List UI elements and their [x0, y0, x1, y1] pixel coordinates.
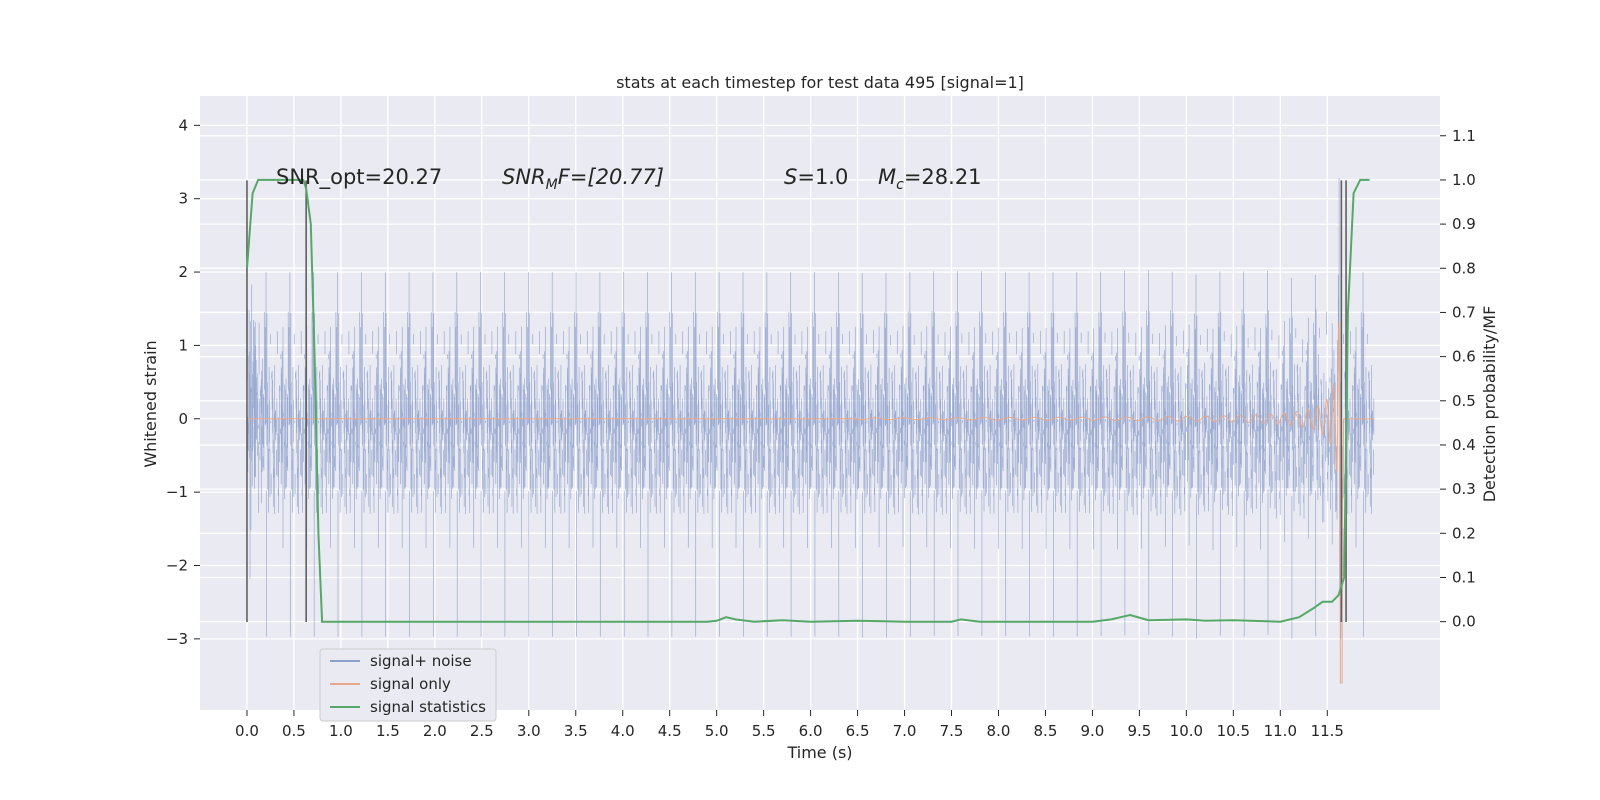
y-tick-label: −3	[166, 630, 188, 648]
legend: signal+ noise signal only signal statist…	[319, 648, 497, 722]
y-tick-label: 0	[178, 410, 188, 428]
y-right-tick-label: 0.3	[1452, 480, 1476, 498]
x-tick-label: 3.5	[564, 722, 588, 740]
y-right-tick-label: 0.8	[1452, 259, 1476, 277]
x-tick-label: 6.5	[846, 722, 870, 740]
y-right-tick-label: 1.0	[1452, 171, 1476, 189]
annotation-mc-main: M	[878, 165, 896, 189]
chart-title: stats at each timestep for test data 495…	[616, 73, 1024, 92]
x-tick-label: 0.5	[282, 722, 306, 740]
y-right-tick-label: 0.1	[1452, 568, 1476, 586]
x-tick-label: 6.0	[799, 722, 823, 740]
x-tick-label: 10.0	[1170, 722, 1203, 740]
y-right-tick-label: 0.0	[1452, 613, 1476, 631]
y-axis-right-label: Detection probability/MF	[1480, 306, 1499, 503]
x-tick-label: 2.0	[423, 722, 447, 740]
annotation-mc-sub: c	[896, 177, 904, 193]
y-right-tick-label: 0.7	[1452, 303, 1476, 321]
y-right-tick-label: 0.6	[1452, 348, 1476, 366]
y-right-tick-label: 0.2	[1452, 524, 1476, 542]
annotation-s-main: S	[784, 165, 797, 189]
annotation-snr-mf-sub: M	[546, 177, 558, 193]
y-axis-label: Whitened strain	[141, 340, 160, 467]
x-tick-label: 4.5	[658, 722, 682, 740]
legend-box	[319, 648, 497, 722]
x-tick-label: 11.5	[1311, 722, 1344, 740]
y-tick-label: 3	[178, 190, 188, 208]
annotation-snr-mf-rest: F=[20.77]	[558, 165, 664, 189]
signal-statistics-series	[246, 178, 1370, 623]
annotation-s-rest: =1.0	[797, 165, 848, 189]
legend-label-signal-noise: signal+ noise	[370, 652, 472, 670]
x-tick-label: 1.0	[329, 722, 353, 740]
y-tick-label: −2	[166, 556, 188, 574]
annotation-s: S=1.0	[784, 165, 848, 189]
y-right-tick-label: 1.1	[1452, 127, 1476, 145]
x-tick-label: 2.5	[470, 722, 494, 740]
y-axis-left: 4 3 2 1 0 −1 −2 −3	[166, 116, 200, 648]
signal-only-series	[247, 321, 1375, 684]
y-tick-label: 1	[178, 336, 188, 354]
legend-label-signal-only: signal only	[370, 675, 451, 693]
x-tick-label: 5.0	[705, 722, 729, 740]
annotation-snr-mf-main: SNR	[502, 165, 546, 189]
x-tick-label: 9.0	[1080, 722, 1104, 740]
x-axis: 0.0 0.5 1.0 1.5 2.0 2.5 3.0 3.5 4.0 4.5 5.0 5.5 6.0 6…	[235, 710, 1344, 740]
x-tick-label: 5.5	[752, 722, 776, 740]
x-tick-label: 10.5	[1217, 722, 1250, 740]
legend-label-signal-statistics: signal statistics	[370, 698, 486, 716]
annotations: SNR_opt=20.27 SNRMF=[20.77] S=1.0 Mc=28.…	[276, 165, 982, 193]
x-tick-label: 7.5	[940, 722, 964, 740]
y-right-tick-label: 0.5	[1452, 392, 1476, 410]
grid	[200, 96, 1440, 710]
signal-statistics-line	[246, 178, 1370, 623]
x-tick-label: 4.0	[611, 722, 635, 740]
y-tick-label: 4	[178, 116, 188, 134]
annotation-snr-opt: SNR_opt=20.27	[276, 165, 442, 190]
annotation-mc-rest: =28.21	[904, 165, 982, 189]
y-right-tick-label: 0.4	[1452, 436, 1476, 454]
y-right-tick-label: 0.9	[1452, 215, 1476, 233]
y-axis-right: 1.1 1.0 0.9 0.8 0.7 0.6 0.5 0.4 0.3 0.2 0.1 0.0	[1440, 127, 1476, 631]
x-tick-label: 8.5	[1034, 722, 1058, 740]
x-tick-label: 3.0	[517, 722, 541, 740]
y-tick-label: −1	[166, 483, 188, 501]
signal-only-line	[247, 321, 1375, 684]
annotation-snr-mf: SNRMF=[20.77]	[502, 165, 664, 193]
x-tick-label: 1.5	[376, 722, 400, 740]
x-tick-label: 11.0	[1264, 722, 1297, 740]
x-tick-label: 7.0	[893, 722, 917, 740]
x-axis-label: Time (s)	[786, 743, 852, 762]
x-tick-label: 0.0	[235, 722, 259, 740]
annotation-mc: Mc=28.21	[878, 165, 982, 193]
x-tick-label: 8.0	[987, 722, 1011, 740]
y-tick-label: 2	[178, 263, 188, 281]
x-tick-label: 9.5	[1127, 722, 1151, 740]
